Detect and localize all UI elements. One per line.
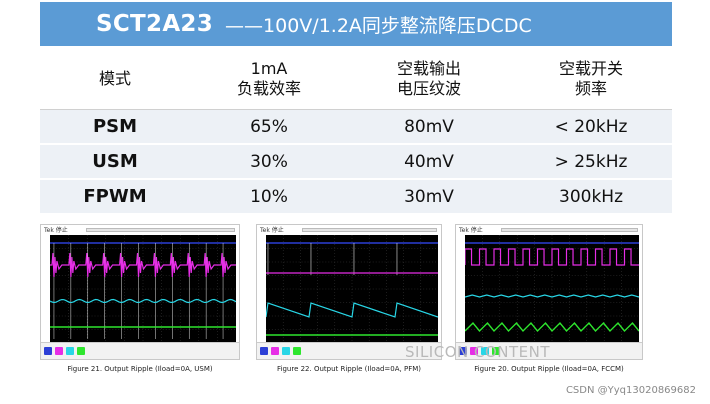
ch2-trace <box>50 252 236 278</box>
scope-status-label: Tek 停止 <box>260 227 284 234</box>
scope-figure-fccm: Tek 停止 Figure 20. Output Ripple (Iload=0… <box>455 224 643 373</box>
scope-waveforms <box>266 235 438 343</box>
ch2-indicator-icon <box>470 347 478 355</box>
ch3-trace <box>50 298 236 304</box>
ch2-indicator-icon <box>271 347 279 355</box>
header-ripple: 空载输出 电压纹波 <box>396 58 461 98</box>
header-efficiency: 1mA 负载效率 <box>236 58 301 98</box>
row-frequency: > 25kHz <box>554 151 628 172</box>
row-efficiency: 65% <box>250 116 288 137</box>
table-row: FPWM 10% 30mV 300kHz <box>40 180 672 215</box>
row-efficiency: 10% <box>250 186 288 207</box>
header-mode: 模式 <box>98 68 131 88</box>
ch4-indicator-icon <box>293 347 301 355</box>
ch2-indicator-icon <box>55 347 63 355</box>
title-banner: SCT2A23 ——100V/1.2A同步整流降压DCDC <box>40 2 672 46</box>
row-ripple: 80mV <box>404 116 454 137</box>
chip-description: ——100V/1.2A同步整流降压DCDC <box>225 14 532 37</box>
ch1-indicator-icon <box>44 347 52 355</box>
scope-figure-pfm: Tek 停止 Figure 22. Output Ripple (Iload=0… <box>256 224 442 373</box>
ch4-indicator-icon <box>492 347 500 355</box>
ch1-indicator-icon <box>459 347 467 355</box>
ch3-indicator-icon <box>282 347 290 355</box>
ch3-indicator-icon <box>481 347 489 355</box>
ch4-trace <box>465 321 639 333</box>
scope-status-label: Tek 停止 <box>44 227 68 234</box>
scope-screenshot: Tek 停止 <box>40 224 240 360</box>
scope-waveforms <box>465 235 639 343</box>
figure-caption: Figure 22. Output Ripple (Iload=0A, PFM) <box>277 365 421 373</box>
row-efficiency: 30% <box>250 151 288 172</box>
silicon-content-watermark: SILICON CONTENT <box>405 343 551 361</box>
ch3-trace <box>465 294 639 298</box>
header-frequency: 空载开关 频率 <box>558 58 623 98</box>
ch4-indicator-icon <box>77 347 85 355</box>
row-mode: PSM <box>92 116 138 137</box>
scope-status-label: Tek 停止 <box>459 227 483 234</box>
row-frequency: 300kHz <box>559 186 623 207</box>
figure-caption: Figure 21. Output Ripple (Iload=0A, USM) <box>67 365 213 373</box>
row-mode: USM <box>92 151 138 172</box>
ch2-trace <box>465 248 639 266</box>
figure-caption: Figure 20. Output Ripple (Iload=0A, FCCM… <box>474 365 624 373</box>
scope-screenshot: Tek 停止 <box>455 224 643 360</box>
chip-name: SCT2A23 <box>96 11 214 37</box>
ch3-trace <box>266 302 438 318</box>
ch1-indicator-icon <box>260 347 268 355</box>
mode-comparison-table: 模式 1mA 负载效率 空载输出 电压纹波 空载开关 频率 PSM 65% 80… <box>40 48 672 215</box>
row-mode: FPWM <box>83 186 147 207</box>
table-row: PSM 65% 80mV < 20kHz <box>40 110 672 145</box>
table-header-row: 模式 1mA 负载效率 空载输出 电压纹波 空载开关 频率 <box>40 48 672 110</box>
scope-waveforms <box>50 235 236 343</box>
csdn-watermark: CSDN @Yyq13020869682 <box>565 385 696 396</box>
row-frequency: < 20kHz <box>554 116 628 137</box>
row-ripple: 40mV <box>404 151 454 172</box>
row-ripple: 30mV <box>404 186 454 207</box>
ch3-indicator-icon <box>66 347 74 355</box>
scope-figure-usm: Tek 停止 Figure 21. Output Ripple (Iload=0… <box>40 224 240 373</box>
table-row: USM 30% 40mV > 25kHz <box>40 145 672 180</box>
scope-screenshot: Tek 停止 <box>256 224 442 360</box>
